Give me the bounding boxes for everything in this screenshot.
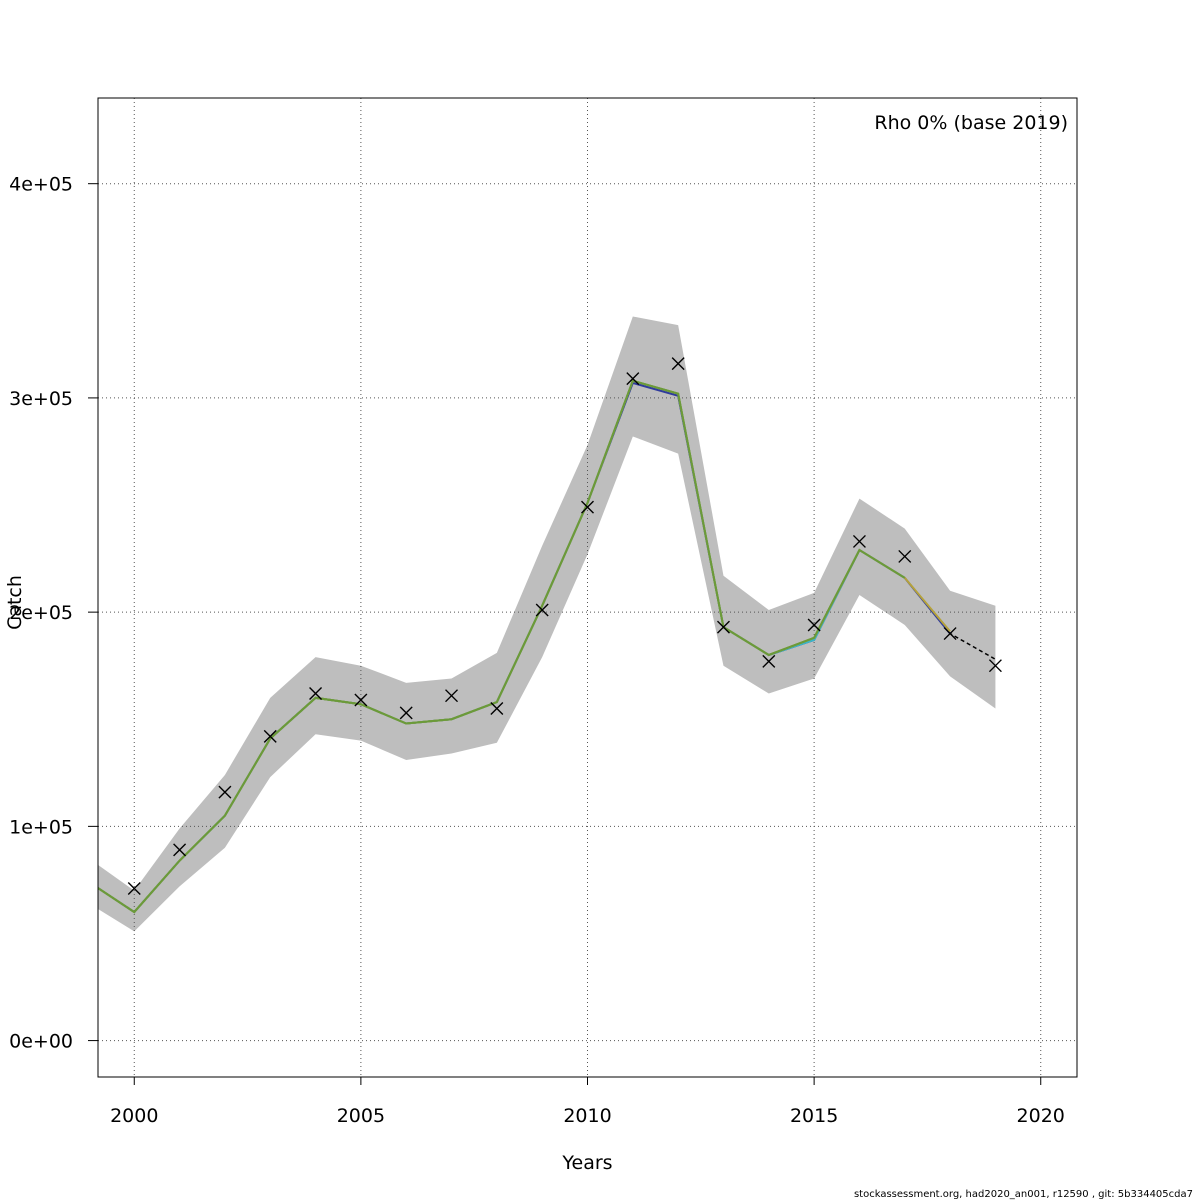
footer-credit: stockassessment.org, had2020_an001, r125… (854, 1189, 1193, 1200)
y-axis: 0e+00 1e+05 2e+05 3e+05 4e+05 (9, 174, 98, 1053)
y-tick-label: 3e+05 (9, 388, 73, 410)
observation-layer (127, 357, 1002, 895)
x-tick-label: 2010 (563, 1105, 611, 1127)
rho-annotation: Rho 0% (base 2019) (874, 112, 1068, 134)
confidence-band-layer (98, 316, 996, 932)
observation-point (535, 603, 549, 617)
observation-point (762, 654, 776, 668)
observation-point (898, 549, 912, 563)
observation-point (173, 843, 187, 857)
observation-point (309, 687, 323, 701)
observation-point (626, 372, 640, 386)
observation-point (399, 706, 413, 720)
observation-point (218, 785, 232, 799)
observation-point (852, 534, 866, 548)
x-axis-title: Years (561, 1152, 612, 1174)
x-tick-label: 2005 (337, 1105, 385, 1127)
observation-point (127, 881, 141, 895)
y-tick-label: 0e+00 (9, 1031, 73, 1053)
observation-point (988, 659, 1002, 673)
observation-point (490, 702, 504, 716)
confidence-band (98, 316, 996, 932)
observation-point (581, 500, 594, 514)
observation-point (943, 627, 957, 641)
x-tick-label: 2015 (790, 1105, 838, 1127)
observation-point (671, 357, 685, 371)
y-tick-label: 1e+05 (9, 816, 73, 838)
series-layer (98, 379, 996, 914)
y-axis-title: Catch (4, 575, 26, 630)
observation-point (807, 618, 821, 632)
observation-point (445, 689, 459, 703)
observation-point (716, 620, 730, 634)
observation-point (354, 693, 368, 707)
x-axis: 2000 2005 2010 2015 2020 (110, 1077, 1065, 1127)
observation-point (263, 729, 277, 743)
x-tick-label: 2000 (110, 1105, 158, 1127)
y-tick-label: 4e+05 (9, 174, 73, 196)
series-line-6 (98, 379, 906, 914)
x-tick-label: 2020 (1017, 1105, 1065, 1127)
y-tick-label: 2e+05 (9, 602, 73, 624)
